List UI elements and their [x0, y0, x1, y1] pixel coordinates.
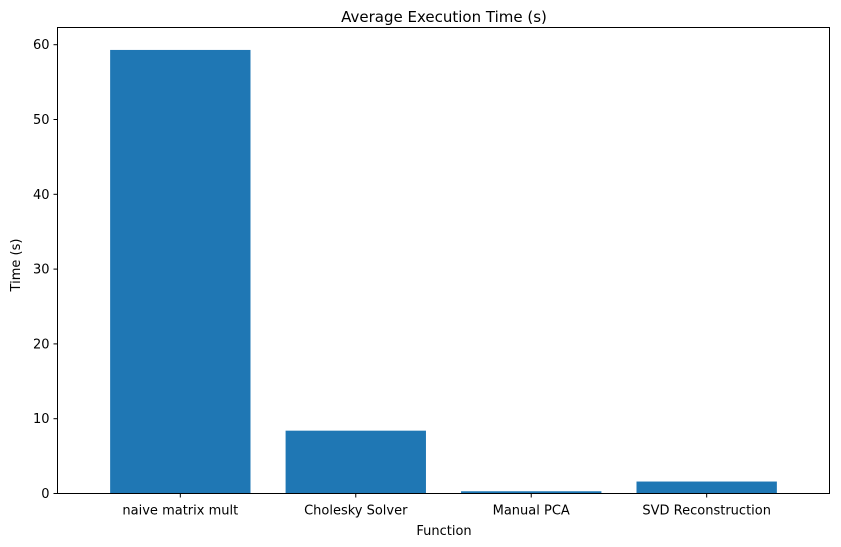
bar-naive-matrix-mult [110, 49, 251, 494]
bars-layer [110, 49, 777, 494]
y-tick-label: 10 [33, 412, 50, 427]
y-tick-label: 30 [33, 263, 50, 278]
y-axis: 0 10 20 30 40 50 60 [33, 38, 58, 502]
x-tick-label: naive matrix mult [122, 504, 238, 519]
chart-title: Average Execution Time (s) [341, 8, 547, 26]
bar-manual-pca [461, 491, 602, 494]
x-axis: naive matrix mult Cholesky Solver Manual P… [122, 493, 771, 519]
y-tick-label: 40 [33, 188, 50, 203]
bar-cholesky-solver [285, 430, 426, 494]
y-tick-label: 0 [41, 487, 49, 502]
x-tick-label: Cholesky Solver [304, 504, 408, 519]
y-tick-label: 20 [33, 337, 50, 352]
y-axis-title: Time (s) [9, 239, 24, 293]
y-tick-label: 60 [33, 38, 50, 53]
x-axis-title: Function [416, 524, 471, 539]
y-tick-label: 50 [33, 113, 50, 128]
x-tick-label: Manual PCA [493, 504, 570, 519]
bar-svd-reconstruction [636, 481, 777, 494]
x-tick-label: SVD Reconstruction [642, 504, 771, 519]
plot-frame [57, 27, 830, 494]
